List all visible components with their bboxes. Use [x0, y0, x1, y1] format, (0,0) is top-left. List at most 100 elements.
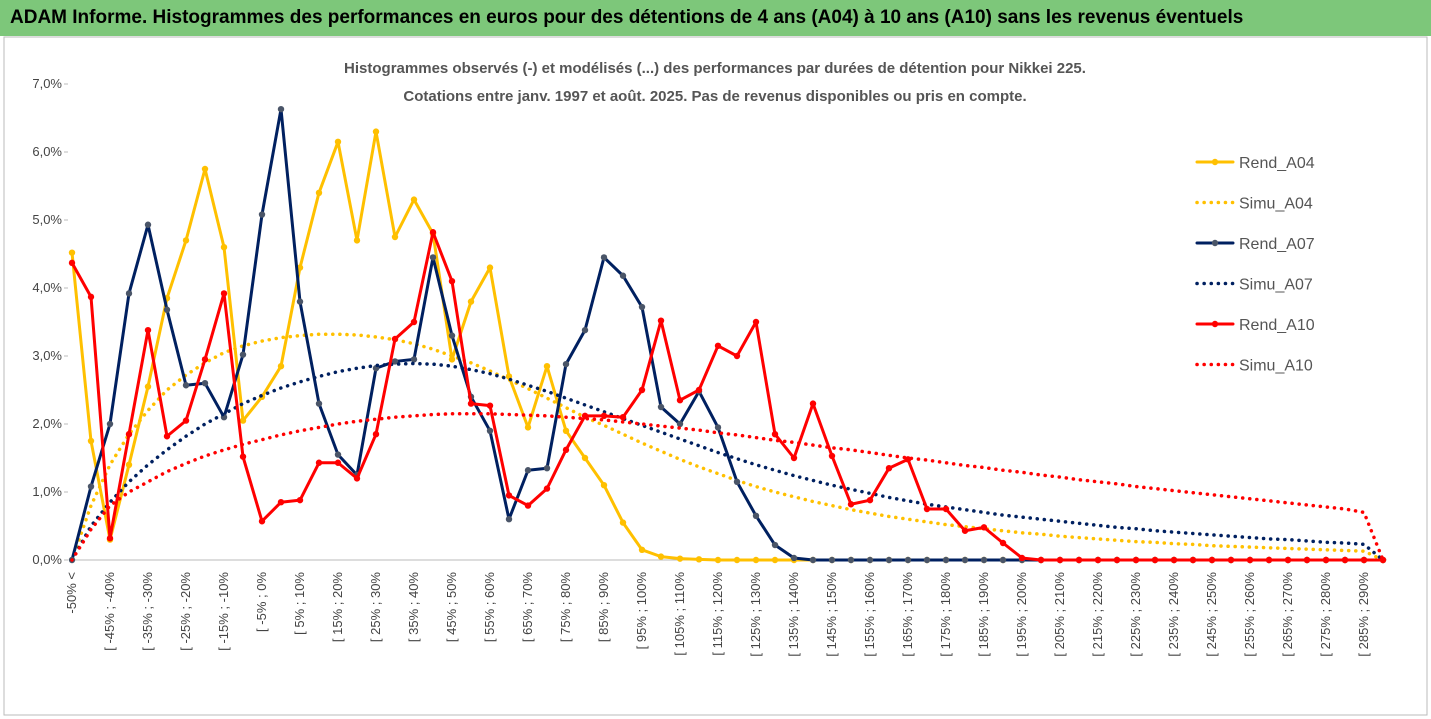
point: [524, 424, 532, 431]
point: [809, 400, 817, 407]
point: [163, 306, 171, 313]
point: [1018, 554, 1026, 562]
point: [1113, 556, 1121, 564]
legend-label: Rend_A04: [1239, 155, 1315, 172]
legend-label: Simu_A04: [1239, 196, 1313, 213]
point: [296, 496, 304, 504]
point: [201, 165, 209, 173]
x-tick-label: [ 105% ; 110%: [672, 572, 687, 656]
point: [600, 412, 608, 420]
x-tick-label: [ 135% ; 140%: [786, 572, 801, 657]
x-tick-label: -50% <: [64, 572, 79, 614]
point: [505, 492, 513, 499]
legend-label: Simu_A07: [1239, 277, 1313, 294]
point: [486, 402, 494, 409]
series-line: [70, 412, 1385, 562]
series-line: [70, 230, 1385, 562]
point: [429, 254, 437, 261]
point: [277, 363, 285, 370]
point: [657, 553, 665, 560]
point: [619, 414, 627, 421]
header-title: ADAM Informe. Histogrammes des performan…: [0, 0, 1431, 36]
x-tick-label: [ -45% ; -40%: [102, 572, 117, 651]
point: [733, 556, 741, 564]
point: [1170, 556, 1178, 564]
point: [182, 237, 190, 244]
point: [961, 527, 969, 534]
point: [714, 556, 722, 564]
x-tick-label: [ 175% ; 180%: [938, 572, 953, 657]
point: [581, 454, 589, 462]
point: [372, 128, 380, 135]
y-tick-label: 6,0%: [32, 144, 62, 159]
point: [296, 264, 304, 271]
point: [999, 539, 1007, 547]
point: [961, 556, 969, 564]
point: [752, 318, 760, 326]
point: [980, 556, 988, 564]
point: [144, 221, 152, 228]
point: [543, 465, 551, 472]
point: [68, 259, 76, 267]
point: [1322, 556, 1330, 564]
chart-title: Histogrammes observés (-) et modélisés (…: [344, 60, 1086, 77]
point: [714, 424, 722, 431]
point: [1189, 556, 1197, 564]
y-tick-label: 3,0%: [32, 348, 62, 363]
point: [695, 556, 703, 563]
y-tick-label: 0,0%: [32, 552, 62, 567]
chart-border: [3, 36, 1428, 716]
x-tick-label: [ 115% ; 120%: [710, 572, 725, 656]
point: [486, 427, 494, 434]
point: [638, 546, 646, 553]
x-tick-label: [ 225% ; 230%: [1128, 572, 1143, 657]
point: [448, 332, 456, 339]
point: [163, 433, 171, 440]
point: [467, 298, 475, 305]
point: [277, 105, 285, 113]
point: [790, 454, 798, 462]
legend-marker: [1211, 158, 1219, 166]
point: [676, 420, 684, 428]
point: [1037, 556, 1045, 564]
x-tick-label: [ 245% ; 250%: [1204, 572, 1219, 657]
point: [619, 272, 627, 279]
point: [847, 501, 855, 508]
point: [1341, 556, 1349, 564]
point: [904, 456, 912, 463]
point: [600, 482, 608, 489]
point: [258, 518, 266, 525]
legend-label: Rend_A07: [1239, 236, 1315, 253]
point: [657, 403, 665, 411]
point: [752, 556, 760, 564]
point: [809, 556, 817, 564]
point: [201, 380, 209, 387]
point: [562, 446, 570, 454]
point: [239, 351, 247, 358]
legend-marker: [1211, 239, 1219, 247]
x-tick-label: [ 165% ; 170%: [900, 572, 915, 657]
point: [733, 478, 741, 485]
point: [391, 335, 399, 343]
point: [828, 556, 836, 564]
point: [144, 383, 152, 390]
point: [410, 318, 418, 326]
point: [752, 512, 760, 519]
point: [182, 382, 190, 389]
point: [1151, 556, 1159, 564]
point: [372, 431, 380, 438]
x-tick-label: [ -5% ; 0%: [254, 572, 269, 632]
y-tick-label: 4,0%: [32, 280, 62, 295]
x-tick-label: [ -25% ; -20%: [178, 572, 193, 651]
point: [258, 211, 266, 218]
point: [714, 342, 722, 349]
x-tick-label: [ 95% ; 100%: [634, 572, 649, 650]
point: [1227, 556, 1235, 564]
point: [353, 475, 361, 482]
point: [410, 356, 418, 363]
point: [448, 356, 456, 363]
point: [1265, 556, 1273, 564]
point: [87, 437, 95, 445]
point: [277, 499, 285, 506]
